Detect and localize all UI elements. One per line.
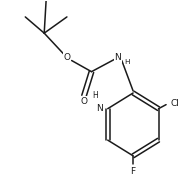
Text: Cl: Cl (171, 99, 180, 108)
Text: N: N (115, 53, 121, 62)
Text: O: O (81, 97, 87, 106)
Text: N: N (96, 104, 103, 113)
Text: O: O (63, 53, 70, 62)
Text: H: H (92, 90, 98, 100)
Text: H: H (125, 59, 130, 65)
Text: F: F (130, 167, 136, 176)
